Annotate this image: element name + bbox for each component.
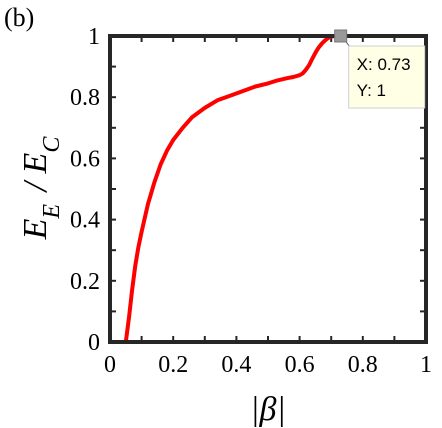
y-tick-label-5: 1	[88, 24, 100, 50]
y-tick-label-2: 0.4	[70, 208, 100, 234]
y-axis-label-e1: E	[17, 218, 54, 240]
x-tick-label-0: 0	[104, 352, 116, 378]
datatip-x-text: X: 0.73	[357, 55, 411, 74]
plot-frame	[108, 34, 428, 344]
y-tick-labels: 0 0.2 0.4 0.6 0.8 1	[70, 24, 100, 356]
x-tick-label-1: 0.2	[158, 352, 188, 378]
panel-label: (b)	[4, 3, 34, 32]
datatip-background	[348, 45, 426, 109]
x-tick-label-4: 0.8	[348, 352, 378, 378]
y-axis-label-sub2: C	[39, 136, 65, 153]
x-tick-label-5: 1	[420, 352, 432, 378]
x-axis-label: |β|	[250, 391, 286, 428]
y-axis-label-sub1: E	[39, 204, 65, 220]
datatip-y-text: Y: 1	[357, 81, 386, 100]
y-axis-label-slash: /	[17, 173, 54, 199]
datatip-box[interactable]: X: 0.73 Y: 1	[348, 45, 426, 109]
y-axis-label: EE / EC	[17, 136, 65, 241]
y-axis-label-e2: E	[17, 152, 54, 174]
x-tick-labels: 0 0.2 0.4 0.6 0.8 1	[104, 352, 432, 378]
y-tick-label-4: 0.8	[70, 85, 100, 111]
x-tick-label-3: 0.6	[285, 352, 315, 378]
x-tick-label-2: 0.4	[221, 352, 251, 378]
y-tick-label-3: 0.6	[70, 146, 100, 172]
datatip-marker[interactable]	[334, 29, 348, 43]
y-tick-label-1: 0.2	[70, 269, 100, 295]
y-tick-label-0: 0	[88, 330, 100, 356]
